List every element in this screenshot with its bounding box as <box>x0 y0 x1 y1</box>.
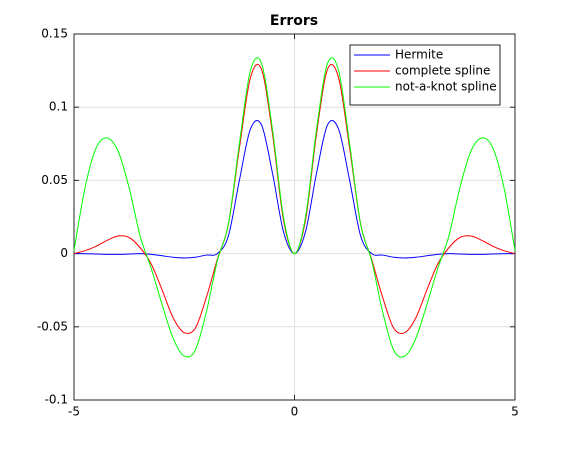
x-tick-label: -5 <box>68 405 80 419</box>
y-tick-label: 0.15 <box>41 27 68 41</box>
legend-label: complete spline <box>395 64 490 78</box>
y-tick-label: -0.1 <box>45 393 68 407</box>
x-tick-label: 0 <box>291 405 299 419</box>
y-tick-label: 0.05 <box>41 173 68 187</box>
legend: Hermite complete spline not-a-knot spline <box>349 44 501 106</box>
y-tick-label: -0.05 <box>37 319 68 333</box>
y-tick-label: 0.1 <box>49 100 68 114</box>
y-tick-label: 0 <box>60 246 68 260</box>
series-line <box>73 57 516 358</box>
plot-frame <box>73 33 516 401</box>
legend-label: Hermite <box>395 48 443 62</box>
x-tick-label: 5 <box>511 405 519 419</box>
legend-label: not-a-knot spline <box>395 80 497 94</box>
chart-title: Errors <box>270 13 318 29</box>
